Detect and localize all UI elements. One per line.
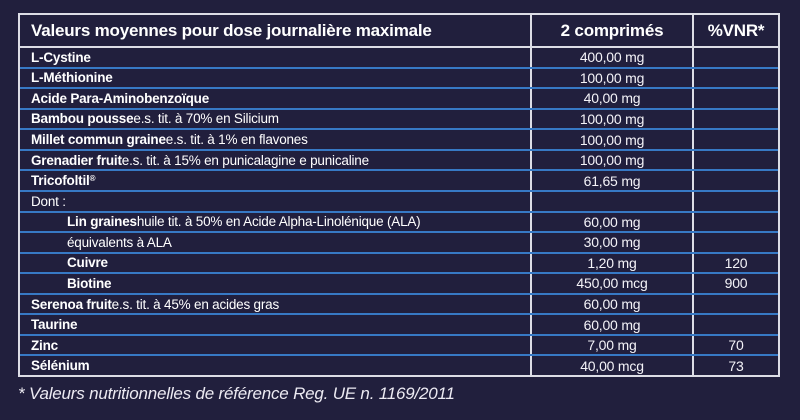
ingredient-name: L-Méthionine <box>31 70 113 86</box>
ingredient-name: Acide Para-Aminobenzoïque <box>31 90 210 106</box>
table-row: Bambou pousse e.s. tit. à 70% en Siliciu… <box>20 109 778 131</box>
quantity-cell: 60,00 mg <box>530 315 692 334</box>
ingredient-name: L-Cystine <box>31 49 91 65</box>
quantity-cell: 100,00 mg <box>530 130 692 149</box>
ingredient-name: Serenoa fruit <box>31 296 112 312</box>
table-row: Cuivre 1,20 mg 120 <box>20 253 778 275</box>
quantity-cell <box>530 191 692 211</box>
table-row: Grenadier fruit e.s. tit. à 15% en punic… <box>20 150 778 172</box>
quantity-cell: 100,00 mg <box>530 109 692 129</box>
ingredient-name: Zinc <box>31 337 58 353</box>
table-row: Lin graines huile tit. à 50% en Acide Al… <box>20 212 778 234</box>
ingredient-name: Grenadier fruit <box>31 152 122 168</box>
vnr-cell: 120 <box>692 253 778 273</box>
ingredient-name: Cuivre <box>67 255 108 271</box>
quantity-cell: 60,00 mg <box>530 294 692 314</box>
vnr-cell <box>692 191 778 211</box>
ingredient-cell: Tricofoltil ® <box>20 171 530 190</box>
ingredient-name: Bambou pousse <box>31 111 134 127</box>
vnr-cell <box>692 294 778 314</box>
ingredient-cell: Bambou pousse e.s. tit. à 70% en Siliciu… <box>20 110 530 129</box>
vnr-cell <box>692 68 778 88</box>
table-body: L-Cystine 400,00 mg L-Méthionine 100,00 … <box>20 48 778 375</box>
quantity-cell: 1,20 mg <box>530 253 692 273</box>
vnr-cell <box>692 315 778 334</box>
ingredient-description: e.s. tit. à 45% en acides gras <box>111 296 280 312</box>
ingredient-cell: Zinc <box>20 336 530 355</box>
quantity-cell: 40,00 mcg <box>530 356 692 375</box>
table-row: Dont : <box>20 191 778 213</box>
ingredient-name: Tricofoltil <box>31 173 90 189</box>
ingredient-description: Dont : <box>31 193 66 209</box>
quantity-cell: 61,65 mg <box>530 171 692 190</box>
vnr-cell: 70 <box>692 335 778 355</box>
nutrition-facts-table: Valeurs moyennes pour dose journalière m… <box>18 13 780 377</box>
ingredient-cell: Biotine <box>20 274 530 293</box>
ingredient-cell: Dont : <box>20 192 530 211</box>
ingredient-cell: Grenadier fruit e.s. tit. à 15% en punic… <box>20 151 530 170</box>
ingredient-description: huile tit. à 50% en Acide Alpha-Linoléni… <box>136 214 421 230</box>
table-row: L-Cystine 400,00 mg <box>20 48 778 69</box>
ingredient-name: Lin graines <box>67 214 137 230</box>
table-row: équivalents à ALA 30,00 mg <box>20 233 778 254</box>
vnr-cell <box>692 171 778 190</box>
vnr-cell: 900 <box>692 274 778 293</box>
ingredient-name: Taurine <box>31 317 78 333</box>
ingredient-description: e.s. tit. à 70% en Silicium <box>133 111 279 127</box>
table-row: L-Méthionine 100,00 mg <box>20 68 778 90</box>
vnr-cell <box>692 212 778 232</box>
quantity-cell: 40,00 mg <box>530 89 692 108</box>
table-row: Millet commun graine e.s. tit. à 1% en f… <box>20 130 778 151</box>
vnr-cell <box>692 150 778 170</box>
ingredient-cell: Lin graines huile tit. à 50% en Acide Al… <box>20 213 530 232</box>
vnr-cell <box>692 48 778 67</box>
table-row: Taurine 60,00 mg <box>20 315 778 336</box>
table-row: Serenoa fruit e.s. tit. à 45% en acides … <box>20 294 778 316</box>
ingredient-name: Sélénium <box>31 358 90 374</box>
header-col-description: Valeurs moyennes pour dose journalière m… <box>31 20 432 40</box>
ingredient-cell: Sélénium <box>20 356 530 375</box>
vnr-cell: 73 <box>692 356 778 375</box>
vnr-cell <box>692 109 778 129</box>
ingredient-description: e.s. tit. à 15% en punicalagine e punica… <box>121 152 369 168</box>
quantity-cell: 450,00 mcg <box>530 274 692 293</box>
vnr-cell <box>692 130 778 149</box>
vnr-cell <box>692 233 778 252</box>
ingredient-cell: Serenoa fruit e.s. tit. à 45% en acides … <box>20 295 530 314</box>
quantity-cell: 7,00 mg <box>530 335 692 355</box>
ingredient-cell: Acide Para-Aminobenzoïque <box>20 89 530 108</box>
ingredient-description: e.s. tit. à 1% en flavones <box>165 132 308 148</box>
quantity-cell: 30,00 mg <box>530 233 692 252</box>
table-row: Biotine 450,00 mcg 900 <box>20 274 778 295</box>
table-row: Zinc 7,00 mg 70 <box>20 335 778 357</box>
quantity-cell: 60,00 mg <box>530 212 692 232</box>
ingredient-name: Biotine <box>67 275 112 291</box>
ingredient-description: équivalents à ALA <box>67 234 172 250</box>
table-header-row: Valeurs moyennes pour dose journalière m… <box>20 15 778 48</box>
header-col-dose: 2 comprimés <box>530 15 692 46</box>
header-col-vnr: %VNR* <box>692 15 778 46</box>
ingredient-cell: Taurine <box>20 315 530 334</box>
vnr-cell <box>692 89 778 108</box>
ingredient-cell: équivalents à ALA <box>20 233 530 252</box>
registered-trademark-symbol: ® <box>89 174 96 184</box>
ingredient-name: Millet commun graine <box>31 132 166 148</box>
quantity-cell: 100,00 mg <box>530 150 692 170</box>
ingredient-cell: L-Méthionine <box>20 69 530 88</box>
table-row: Acide Para-Aminobenzoïque 40,00 mg <box>20 89 778 110</box>
table-row: Tricofoltil ® 61,65 mg <box>20 171 778 192</box>
ingredient-cell: Cuivre <box>20 254 530 273</box>
quantity-cell: 400,00 mg <box>530 48 692 67</box>
ingredient-cell: Millet commun graine e.s. tit. à 1% en f… <box>20 130 530 149</box>
table-row: Sélénium 40,00 mcg 73 <box>20 356 778 375</box>
ingredient-cell: L-Cystine <box>20 48 530 67</box>
quantity-cell: 100,00 mg <box>530 68 692 88</box>
footnote: * Valeurs nutritionnelles de référence R… <box>18 384 455 403</box>
